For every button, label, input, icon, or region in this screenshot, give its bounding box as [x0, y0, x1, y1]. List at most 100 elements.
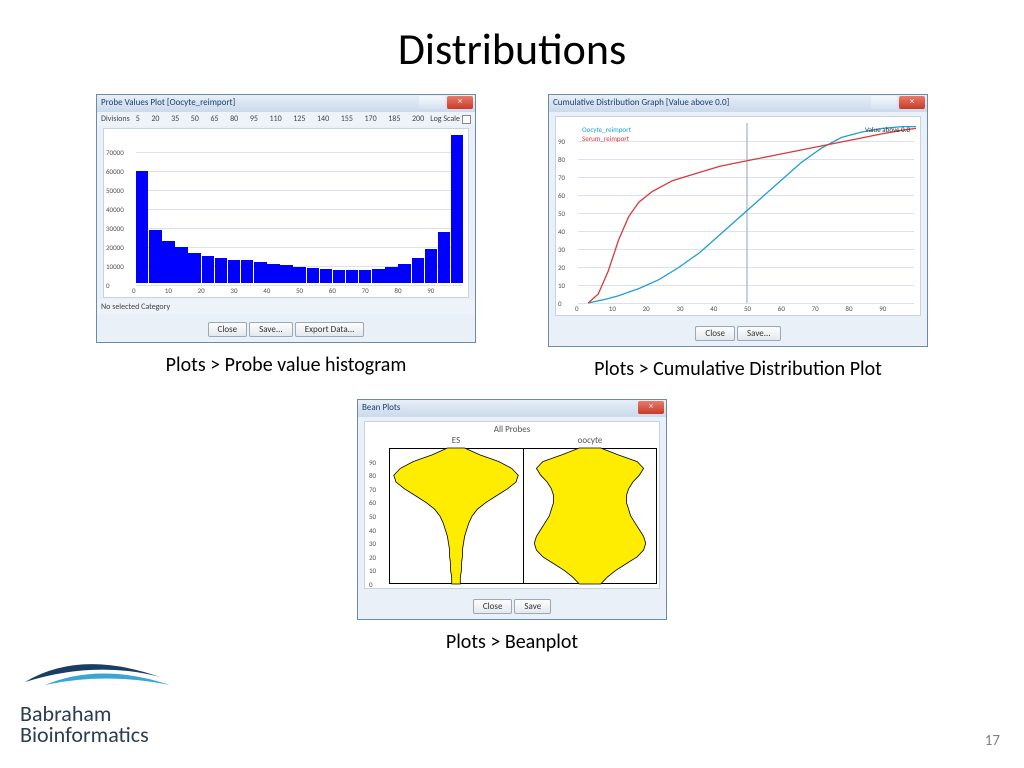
histogram-bar	[398, 264, 410, 283]
x-tick: 80	[394, 286, 401, 295]
division-tick: 35	[171, 114, 179, 124]
histogram-bar	[293, 267, 305, 283]
division-tick: 5	[136, 114, 140, 124]
save-button[interactable]: Save...	[249, 322, 293, 337]
division-tick: 125	[293, 114, 305, 124]
x-tick: 30	[230, 286, 237, 295]
histogram-bar	[202, 256, 214, 283]
division-tick: 95	[250, 114, 258, 124]
division-tick: 50	[191, 114, 199, 124]
y-tick: 40000	[106, 205, 124, 214]
babraham-logo: Babraham Bioinformatics	[20, 657, 210, 746]
histogram-bar	[359, 270, 371, 283]
histogram-bar	[175, 247, 187, 283]
bean-title-text: Bean Plots	[362, 402, 400, 413]
x-tick: 20	[198, 286, 205, 295]
division-tick: 155	[341, 114, 353, 124]
bean-buttons: CloseSave	[358, 591, 666, 619]
histogram-bar	[149, 230, 161, 283]
histogram-status: No selected Category	[97, 300, 475, 314]
histogram-bar	[307, 268, 319, 283]
bean-window: Bean Plots × All ProbesESoocyte010203040…	[357, 399, 667, 620]
histogram-title-text: Probe Values Plot [Oocyte_reimport]	[101, 97, 235, 108]
division-tick: 185	[388, 114, 400, 124]
histogram-bar	[346, 270, 358, 283]
histogram-caption: Plots > Probe value histogram	[96, 353, 476, 377]
x-tick: 60	[329, 286, 336, 295]
histogram-buttons: CloseSave...Export Data...	[97, 314, 475, 342]
histogram-bar	[280, 265, 292, 283]
series-line	[588, 128, 916, 303]
cumulative-caption: Plots > Cumulative Distribution Plot	[548, 357, 928, 381]
y-tick: 60000	[106, 167, 124, 176]
minmax-icon[interactable]	[871, 96, 897, 109]
y-tick: 0	[106, 281, 110, 290]
division-tick: 80	[230, 114, 238, 124]
divisions-label: Divisions	[101, 114, 130, 124]
histogram-bar	[385, 267, 397, 283]
histogram-bar	[215, 258, 227, 283]
division-tick: 65	[210, 114, 218, 124]
y-tick: 30000	[106, 224, 124, 233]
bean-shape	[394, 448, 518, 584]
close-icon[interactable]: ×	[447, 96, 473, 109]
savebutton[interactable]: Save	[514, 599, 551, 614]
histogram-bar	[425, 249, 437, 283]
histogram-bar	[451, 135, 463, 283]
logscale-label: Log Scale	[430, 114, 460, 124]
histogram-titlebar: Probe Values Plot [Oocyte_reimport] ×	[97, 95, 475, 112]
histogram-bar	[320, 269, 332, 283]
cumulative-buttons: CloseSave...	[549, 318, 927, 346]
slide-title: Distributions	[0, 0, 1024, 76]
x-tick: 0	[132, 286, 136, 295]
x-tick: 90	[427, 286, 434, 295]
histogram-bar	[372, 269, 384, 283]
division-tick: 140	[317, 114, 329, 124]
legend-item: Oocyte_reimport	[582, 125, 631, 134]
close-icon[interactable]: ×	[899, 96, 925, 109]
histogram-bar	[267, 264, 279, 283]
histogram-bar	[438, 232, 450, 283]
closebutton[interactable]: Close	[695, 326, 735, 341]
division-tick: 20	[151, 114, 159, 124]
bean-titlebar: Bean Plots ×	[358, 400, 666, 417]
histogram-bar	[162, 241, 174, 283]
cumulative-title-text: Cumulative Distribution Graph [Value abo…	[553, 97, 729, 108]
bean-caption: Plots > Beanplot	[357, 630, 667, 654]
logscale-checkbox[interactable]	[462, 115, 471, 124]
x-tick: 40	[263, 286, 270, 295]
division-tick: 170	[365, 114, 377, 124]
division-tick: 200	[412, 114, 424, 124]
close-icon[interactable]: ×	[638, 401, 664, 414]
bean-plot: All ProbesESoocyte0102030405060708090	[364, 421, 660, 589]
cumulative-titlebar: Cumulative Distribution Graph [Value abo…	[549, 95, 927, 112]
corner-label: Value above 0.0	[865, 125, 910, 134]
minmax-icon[interactable]	[419, 96, 445, 109]
export-data-button[interactable]: Export Data...	[295, 322, 365, 337]
histogram-window: Probe Values Plot [Oocyte_reimport] × Di…	[96, 94, 476, 343]
histogram-toolbar: Divisions 5 20 35 50 65 80 95 110 125 140 155 170 18…	[97, 112, 475, 126]
histogram-bar	[241, 260, 253, 283]
division-tick: 110	[270, 114, 282, 124]
histogram-bar	[188, 253, 200, 283]
cumulative-plot: 01020304050607080900102030405060708090Oo…	[555, 116, 921, 316]
x-tick: 50	[296, 286, 303, 295]
x-tick: 10	[165, 286, 172, 295]
histogram-plot: 0100002000030000400005000060000700000102…	[103, 128, 469, 298]
series-line	[588, 127, 916, 303]
y-tick: 10000	[106, 262, 124, 271]
histogram-bar	[333, 270, 345, 283]
closebutton[interactable]: Close	[473, 599, 513, 614]
histogram-bar	[136, 171, 148, 283]
closebutton[interactable]: Close	[208, 322, 248, 337]
logo-line2: Bioinformatics	[20, 721, 149, 748]
histogram-bar	[412, 258, 424, 283]
legend-item: Serum_reimport	[582, 134, 629, 143]
histogram-bar	[228, 260, 240, 283]
histogram-bar	[254, 262, 266, 283]
save-button[interactable]: Save...	[737, 326, 781, 341]
x-tick: 70	[362, 286, 369, 295]
cumulative-window: Cumulative Distribution Graph [Value abo…	[548, 94, 928, 347]
y-tick: 20000	[106, 243, 124, 252]
y-tick: 50000	[106, 186, 124, 195]
